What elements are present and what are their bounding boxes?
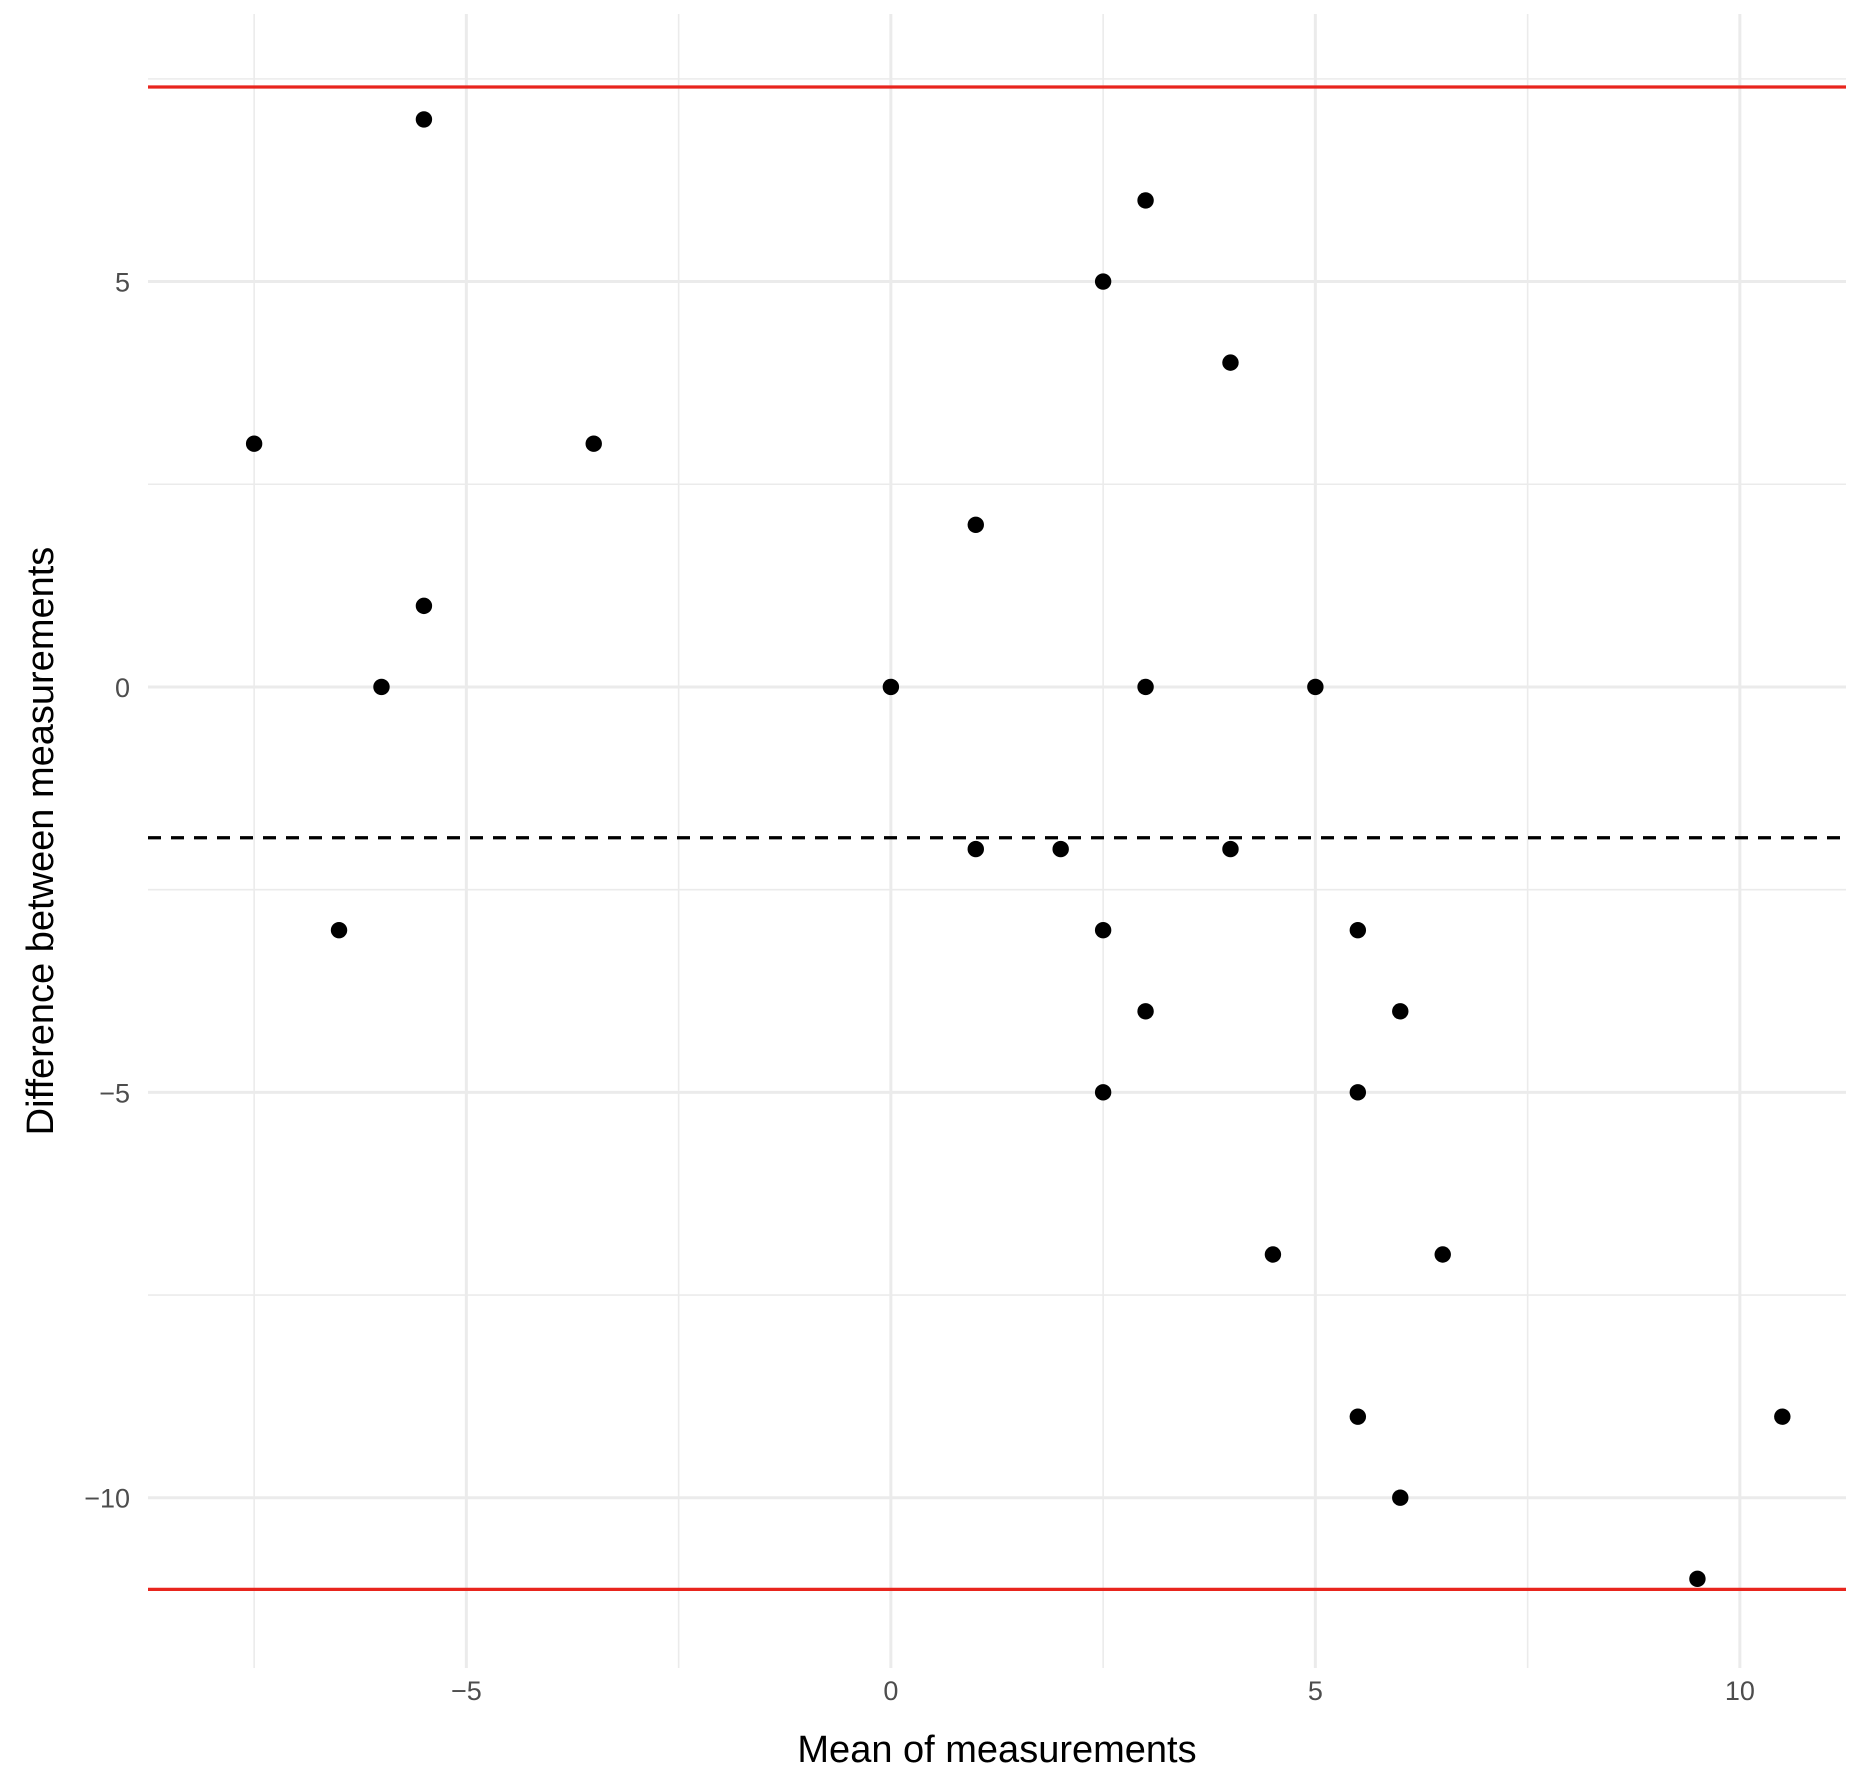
data-point [1349, 1084, 1367, 1101]
data-point [1349, 921, 1367, 939]
x-tick-label: 5 [1308, 1676, 1323, 1706]
data-point [1264, 1246, 1282, 1263]
data-point [1094, 921, 1112, 939]
y-axis-title: Difference between measurements [20, 547, 62, 1136]
data-point [373, 678, 390, 696]
data-point [967, 840, 984, 858]
data-point [1392, 1489, 1409, 1506]
data-point [1094, 273, 1112, 290]
minor-gridlines [148, 14, 1846, 1668]
x-tick-label: −5 [451, 1676, 482, 1706]
data-point [1137, 1003, 1154, 1020]
major-gridlines [148, 14, 1846, 1668]
x-axis-tick-labels: −5 0 5 10 [451, 1676, 1755, 1706]
data-point [1392, 1003, 1409, 1020]
data-point [1137, 678, 1154, 696]
data-point [1774, 1408, 1791, 1425]
data-point [1052, 840, 1069, 858]
data-point [585, 435, 602, 452]
y-tick-label: 5 [115, 268, 130, 298]
data-point [1689, 1570, 1706, 1588]
x-tick-label: 0 [883, 1676, 898, 1706]
y-tick-label: −10 [84, 1484, 130, 1514]
x-axis-title: Mean of measurements [797, 1729, 1196, 1771]
data-points [245, 111, 1791, 1588]
data-point [1307, 678, 1324, 696]
data-point [415, 597, 433, 615]
data-point [1222, 354, 1239, 371]
data-point [882, 678, 900, 696]
data-point [967, 516, 984, 533]
y-tick-label: −5 [99, 1078, 130, 1108]
data-point [1137, 192, 1154, 209]
data-point [245, 435, 263, 452]
data-point [1349, 1408, 1367, 1425]
y-tick-label: 0 [115, 673, 130, 703]
data-point [1094, 1084, 1112, 1101]
data-point [330, 921, 348, 939]
data-point [1434, 1246, 1451, 1263]
data-point [415, 111, 433, 128]
data-point [1222, 840, 1239, 858]
reference-lines [148, 85, 1846, 1591]
x-tick-label: 10 [1725, 1676, 1755, 1706]
y-axis-tick-labels: −10 −5 0 5 [84, 268, 130, 1514]
